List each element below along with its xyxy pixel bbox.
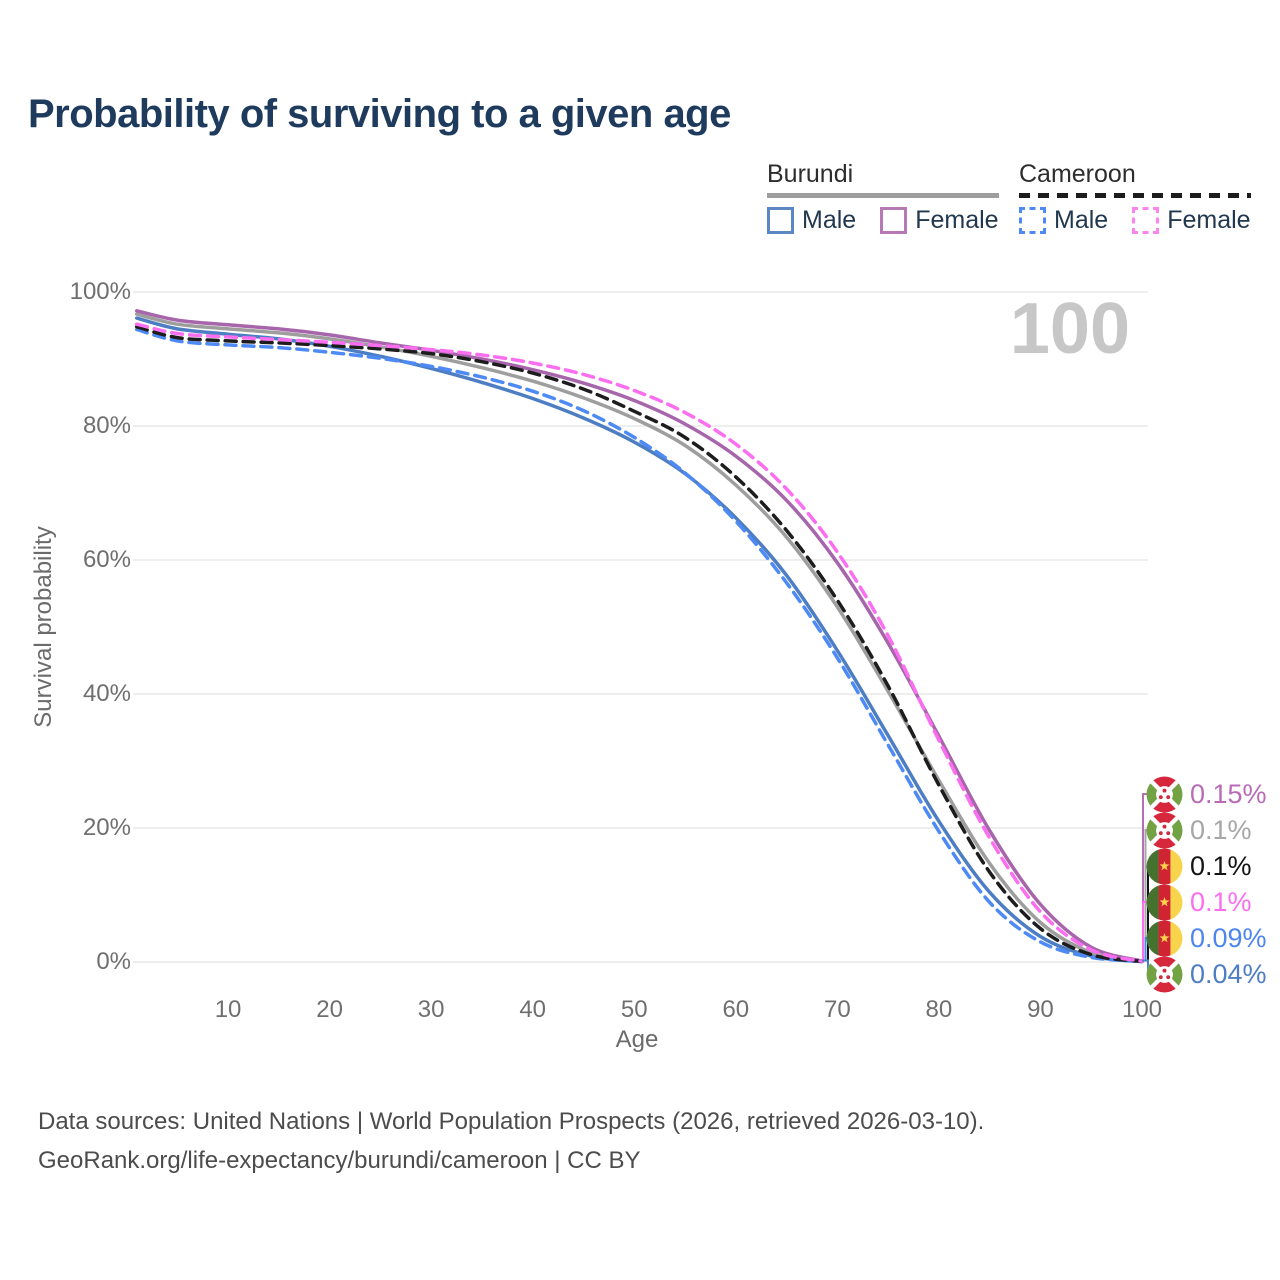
x-tick: 40 <box>519 996 547 1023</box>
legend-group-cameroon: Cameroon Male Female <box>1019 160 1251 235</box>
legend-group-cameroon-name: Cameroon <box>1019 160 1136 188</box>
cameroon-flag-icon <box>1146 884 1183 920</box>
line-cameroon-female <box>134 322 1144 964</box>
end-label-value: 0.1% <box>1190 886 1252 917</box>
legend-label-burundi-female: Female <box>915 206 999 234</box>
y-tick: 100% <box>69 278 131 305</box>
x-tick: 30 <box>417 996 445 1023</box>
x-tick: 20 <box>316 996 343 1023</box>
burundi-flag-icon <box>1146 956 1183 992</box>
legend-item-cameroon-male[interactable]: Male <box>1019 206 1108 235</box>
end-label-value: 0.04% <box>1190 958 1267 989</box>
line-cameroon-all <box>134 325 1144 964</box>
series-end-label: 0.1% <box>1146 884 1252 921</box>
series-end-label: 0.1% <box>1146 848 1252 885</box>
footer: Data sources: United Nations | World Pop… <box>38 1102 984 1180</box>
x-tick: 70 <box>823 996 851 1023</box>
end-label-value: 0.1% <box>1190 850 1252 881</box>
burundi-flag-icon <box>1146 776 1183 812</box>
legend-group-burundi: Burundi Male Female <box>767 160 999 235</box>
y-tick: 0% <box>96 948 131 975</box>
y-tick: 80% <box>82 412 131 439</box>
footer-attribution: GeoRank.org/life-expectancy/burundi/came… <box>38 1147 641 1174</box>
y-tick: 40% <box>82 680 131 707</box>
legend-item-burundi-female[interactable]: Female <box>880 206 999 235</box>
x-axis-label: Age <box>615 1026 659 1053</box>
series-end-label: 0.09% <box>1146 920 1267 957</box>
page-title: Probability of surviving to a given age <box>28 92 731 136</box>
line-burundi-all <box>134 312 1144 964</box>
footer-sources: Data sources: United Nations | World Pop… <box>38 1108 985 1135</box>
x-tick: 50 <box>620 996 648 1023</box>
burundi-solid-line-sample <box>767 193 999 198</box>
x-tick: 100 <box>1121 996 1163 1023</box>
cameroon-flag-icon <box>1146 848 1183 884</box>
y-tick: 60% <box>82 546 131 573</box>
burundi-male-swatch-icon <box>767 207 794 234</box>
end-label-value: 0.1% <box>1190 814 1252 845</box>
cameroon-dashed-line-sample <box>1019 193 1251 198</box>
y-tick: 20% <box>82 814 131 841</box>
legend-item-cameroon-female[interactable]: Female <box>1132 206 1251 235</box>
cameroon-female-swatch-icon <box>1132 207 1160 234</box>
x-tick: 10 <box>214 996 242 1023</box>
legend-label-cameroon-male: Male <box>1054 206 1109 234</box>
x-tick: 90 <box>1027 996 1054 1023</box>
cameroon-flag-icon <box>1146 920 1183 956</box>
legend-group-burundi-name: Burundi <box>767 160 854 188</box>
x-tick: 80 <box>925 996 953 1023</box>
end-label-value: 0.15% <box>1190 778 1267 809</box>
burundi-female-swatch-icon <box>880 207 908 234</box>
end-label-value: 0.09% <box>1190 922 1267 953</box>
legend-label-burundi-male: Male <box>802 206 857 234</box>
cameroon-male-swatch-icon <box>1019 207 1046 234</box>
series-end-label: 0.04% <box>1146 956 1267 993</box>
line-cameroon-male <box>134 327 1144 964</box>
legend-item-burundi-male[interactable]: Male <box>767 206 856 235</box>
x-tick: 60 <box>722 996 750 1023</box>
age-watermark: 100 <box>1009 289 1130 369</box>
series-end-label: 0.1% <box>1146 812 1252 849</box>
line-burundi-female <box>134 309 1144 963</box>
series-end-label: 0.15% <box>1146 776 1267 813</box>
legend-label-cameroon-female: Female <box>1167 206 1251 234</box>
burundi-flag-icon <box>1146 812 1183 848</box>
